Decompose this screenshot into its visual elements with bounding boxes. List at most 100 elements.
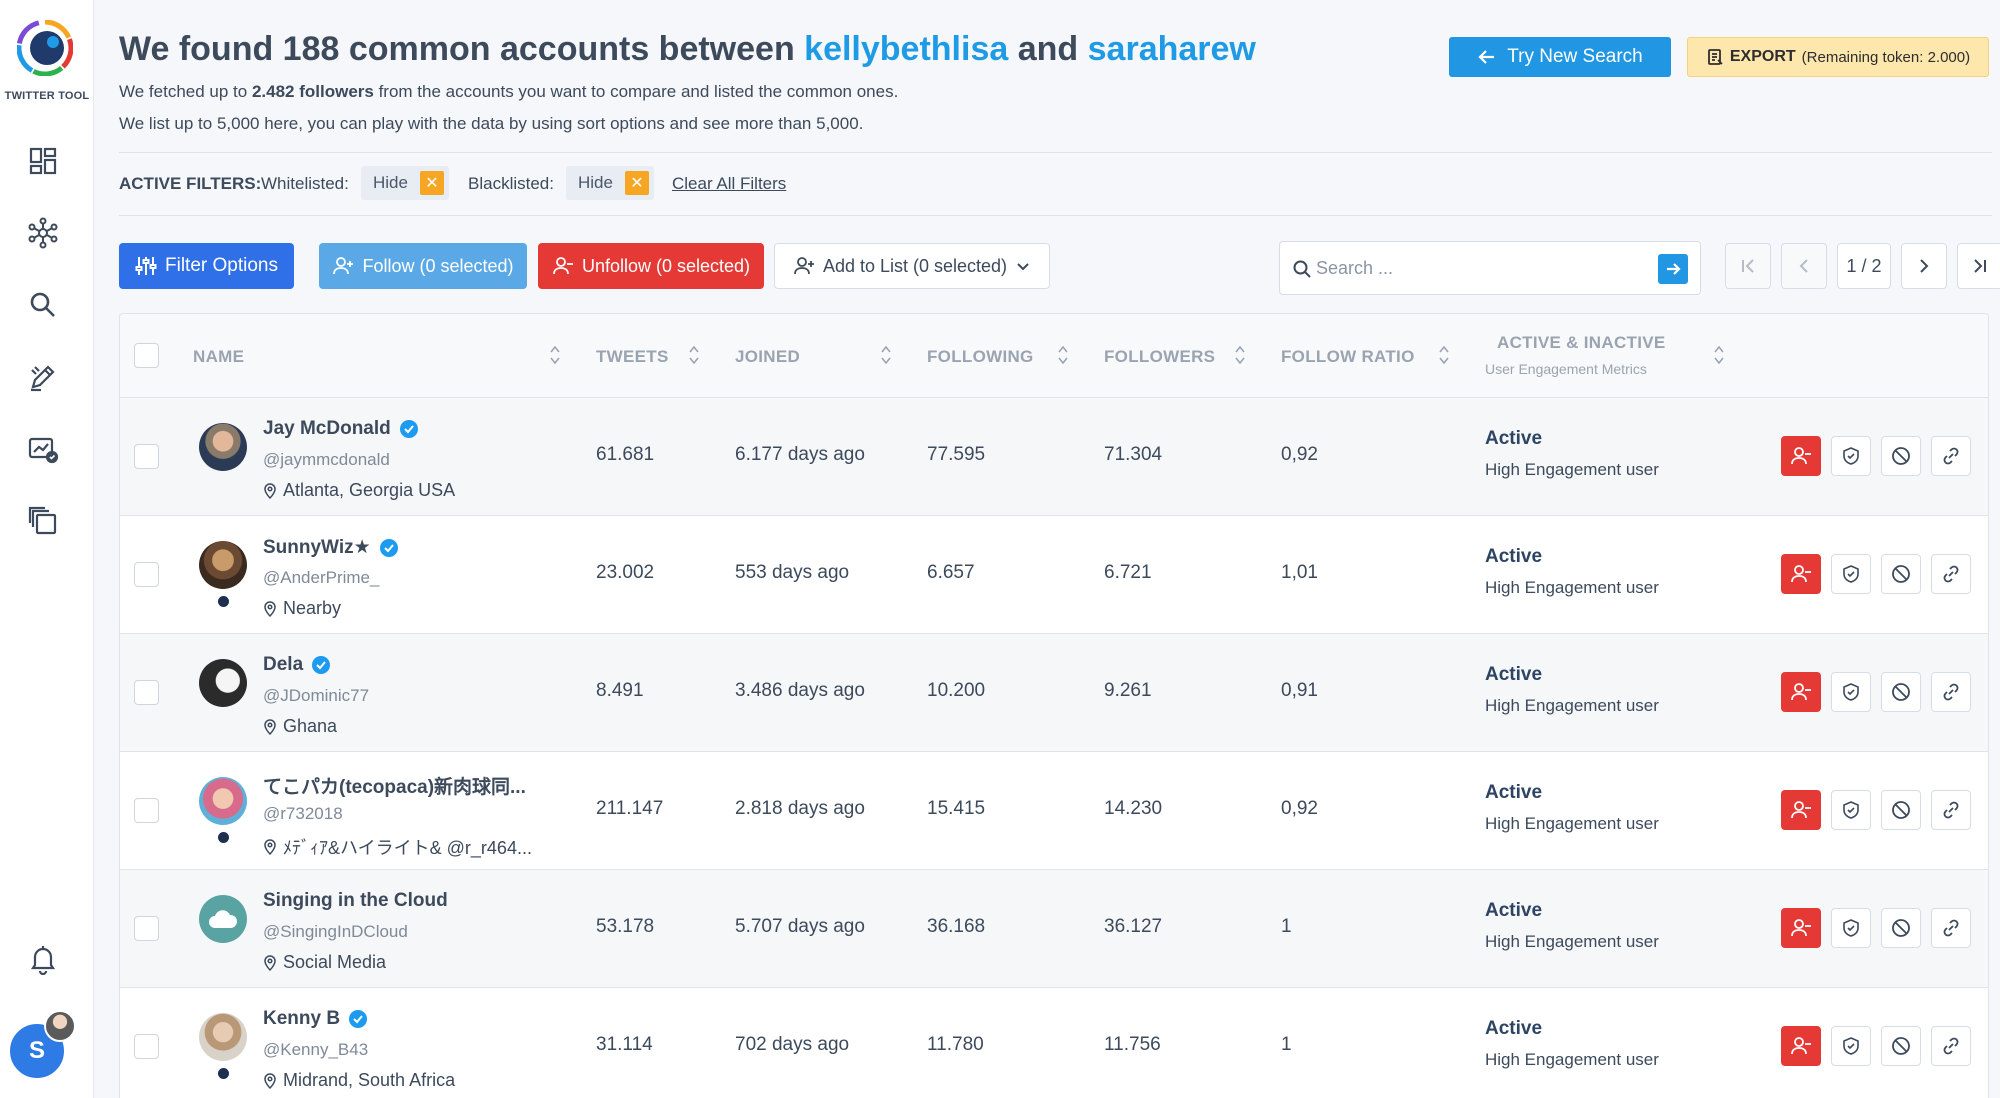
profile-link-button[interactable]: [1931, 908, 1971, 948]
account-name[interactable]: Dela: [263, 654, 331, 676]
avatar[interactable]: [199, 659, 247, 707]
last-page-button[interactable]: [1957, 243, 2000, 289]
whitelist-button[interactable]: [1831, 554, 1871, 594]
table-row[interactable]: Jay McDonald @jaymmcdonald Atlanta, Geor…: [120, 398, 1988, 516]
table-row[interactable]: Dela @JDominic77 Ghana 8.491 3.486 days …: [120, 634, 1988, 752]
secondary-avatar[interactable]: [44, 1010, 76, 1042]
arrow-right-icon: [1667, 263, 1681, 275]
row-checkbox[interactable]: [134, 798, 159, 823]
bell-icon[interactable]: [26, 942, 60, 976]
unfollow-user-button[interactable]: [1781, 790, 1821, 830]
account-name[interactable]: Kenny B: [263, 1008, 368, 1030]
link-icon: [1943, 1037, 1959, 1055]
profile-link-button[interactable]: [1931, 1026, 1971, 1066]
network-icon[interactable]: [26, 216, 60, 250]
profile-link-button[interactable]: [1931, 672, 1971, 712]
follow-button[interactable]: Follow (0 selected): [319, 243, 527, 289]
dashboard-icon[interactable]: [26, 144, 60, 178]
sort-icon[interactable]: [549, 344, 561, 366]
blacklist-button[interactable]: [1881, 790, 1921, 830]
whitelist-button[interactable]: [1831, 790, 1871, 830]
filter-options-button[interactable]: Filter Options: [119, 243, 294, 289]
status-label: Active: [1485, 664, 1543, 685]
col-following: FOLLOWING: [927, 347, 1034, 366]
row-checkbox[interactable]: [134, 1034, 159, 1059]
first-page-button[interactable]: [1725, 243, 1771, 289]
unfollow-button[interactable]: Unfollow (0 selected): [538, 243, 764, 289]
table-row[interactable]: Kenny B @Kenny_B43 Midrand, South Africa…: [120, 988, 1988, 1098]
account-2-link[interactable]: saraharew: [1087, 30, 1256, 68]
sort-icon[interactable]: [1713, 344, 1725, 366]
sort-icon[interactable]: [688, 344, 700, 366]
unfollow-user-button[interactable]: [1781, 436, 1821, 476]
blacklist-button[interactable]: [1881, 672, 1921, 712]
sort-icon[interactable]: [1057, 344, 1069, 366]
row-checkbox[interactable]: [134, 444, 159, 469]
account-name[interactable]: Jay McDonald: [263, 418, 419, 440]
account-name[interactable]: てこパカ(tecopaca)新肉球同...: [263, 777, 526, 798]
sort-icon[interactable]: [1438, 344, 1450, 366]
table-row[interactable]: Singing in the Cloud @SingingInDCloud So…: [120, 870, 1988, 988]
followers-value: 36.127: [1104, 916, 1163, 937]
sort-icon[interactable]: [1234, 344, 1246, 366]
status-label: Active: [1485, 1018, 1543, 1039]
try-new-search-button[interactable]: Try New Search: [1449, 37, 1671, 77]
link-icon: [1943, 919, 1959, 937]
unfollow-user-button[interactable]: [1781, 554, 1821, 594]
user-avatar[interactable]: S: [8, 1022, 66, 1080]
row-checkbox[interactable]: [134, 916, 159, 941]
clear-all-filters-link[interactable]: Clear All Filters: [672, 174, 787, 193]
edit-icon[interactable]: [26, 360, 60, 394]
unfollow-user-button[interactable]: [1781, 1026, 1821, 1066]
verified-icon: [312, 656, 331, 674]
close-icon[interactable]: ✕: [419, 171, 444, 195]
row-checkbox[interactable]: [134, 680, 159, 705]
block-icon: [1892, 565, 1910, 583]
account-1-link[interactable]: kellybethlisa: [804, 30, 1009, 68]
blacklist-button[interactable]: [1881, 436, 1921, 476]
col-active-sub: User Engagement Metrics: [1485, 361, 1647, 377]
block-icon: [1892, 447, 1910, 465]
whitelist-button[interactable]: [1831, 672, 1871, 712]
analytics-icon[interactable]: [26, 432, 60, 466]
row-checkbox[interactable]: [134, 562, 159, 587]
unfollow-user-button[interactable]: [1781, 908, 1821, 948]
avatar[interactable]: [199, 1013, 247, 1061]
account-name[interactable]: SunnyWiz★: [263, 536, 399, 559]
whitelist-button[interactable]: [1831, 1026, 1871, 1066]
table-row[interactable]: てこパカ(tecopaca)新肉球同... @r732018 ﾒﾃﾞｨｱ&ハイラ…: [120, 752, 1988, 870]
whitelist-button[interactable]: [1831, 436, 1871, 476]
export-button[interactable]: EXPORT (Remaining token: 2.000): [1687, 37, 1989, 77]
avatar[interactable]: [199, 895, 247, 943]
search-submit-button[interactable]: [1658, 254, 1688, 284]
avatar[interactable]: [199, 777, 247, 825]
next-page-button[interactable]: [1901, 243, 1947, 289]
copy-icon[interactable]: [26, 504, 60, 538]
status-sublabel: High Engagement user: [1485, 696, 1659, 715]
blacklist-button[interactable]: [1881, 554, 1921, 594]
blacklist-button[interactable]: [1881, 1026, 1921, 1066]
tweets-value: 211.147: [596, 798, 664, 819]
joined-value: 2.818 days ago: [735, 798, 865, 819]
prev-page-button[interactable]: [1781, 243, 1827, 289]
sort-icon[interactable]: [880, 344, 892, 366]
whitelist-button[interactable]: [1831, 908, 1871, 948]
avatar[interactable]: [199, 541, 247, 589]
profile-link-button[interactable]: [1931, 554, 1971, 594]
followers-value: 14.230: [1104, 798, 1163, 819]
search-icon[interactable]: [26, 288, 60, 322]
avatar[interactable]: [199, 423, 247, 471]
account-name[interactable]: Singing in the Cloud: [263, 890, 448, 911]
profile-link-button[interactable]: [1931, 436, 1971, 476]
select-all-checkbox[interactable]: [134, 343, 159, 368]
blacklist-button[interactable]: [1881, 908, 1921, 948]
profile-link-button[interactable]: [1931, 790, 1971, 830]
close-icon[interactable]: ✕: [624, 171, 649, 195]
table-row[interactable]: SunnyWiz★ @AnderPrime_ Nearby 23.002 553…: [120, 516, 1988, 634]
add-to-list-dropdown[interactable]: Add to List (0 selected): [774, 243, 1050, 289]
logo-icon[interactable]: [17, 20, 73, 76]
block-icon: [1892, 801, 1910, 819]
search-input[interactable]: [1316, 252, 1646, 284]
chevron-right-icon: [1920, 259, 1929, 273]
unfollow-user-button[interactable]: [1781, 672, 1821, 712]
